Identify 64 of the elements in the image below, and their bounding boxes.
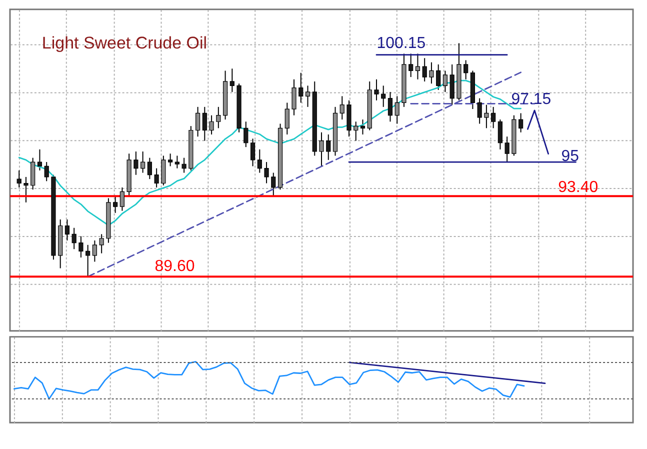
candlestick bbox=[491, 106, 496, 129]
candlestick bbox=[182, 157, 186, 174]
candlestick bbox=[147, 157, 152, 180]
candlestick bbox=[388, 91, 393, 122]
candlestick bbox=[168, 153, 173, 167]
candlestick bbox=[415, 53, 420, 80]
candlestick bbox=[284, 102, 290, 135]
candlestick bbox=[264, 162, 269, 184]
annotation: 95 bbox=[561, 148, 580, 166]
candlestick bbox=[161, 155, 166, 186]
candlestick bbox=[442, 70, 448, 92]
candlestick bbox=[44, 162, 49, 182]
candlestick bbox=[202, 106, 207, 142]
candlestick bbox=[30, 157, 36, 190]
candlestick bbox=[381, 85, 386, 108]
candlestick bbox=[484, 104, 489, 129]
candlestick bbox=[78, 236, 84, 258]
candlestick bbox=[298, 72, 304, 104]
candlestick bbox=[394, 96, 400, 124]
candlestick bbox=[195, 106, 200, 138]
candlestick bbox=[292, 78, 296, 116]
candlestick bbox=[477, 98, 482, 124]
candlestick bbox=[244, 121, 248, 148]
candlestick bbox=[72, 227, 76, 250]
chart-title: Light Sweet Crude Oil bbox=[42, 33, 207, 52]
candlestick bbox=[120, 186, 124, 212]
candlestick bbox=[319, 132, 324, 167]
candlestick bbox=[24, 176, 28, 203]
candlestick bbox=[37, 148, 42, 171]
candlestick bbox=[16, 170, 22, 188]
candlestick bbox=[92, 240, 97, 262]
candlestick bbox=[360, 119, 366, 135]
annotation: 93.40 bbox=[558, 179, 598, 196]
candlestick bbox=[429, 62, 434, 84]
candlestick bbox=[498, 119, 502, 150]
candlestick bbox=[271, 172, 276, 197]
candlestick bbox=[209, 114, 214, 135]
candlestick bbox=[154, 168, 159, 188]
annotation: 89.60 bbox=[154, 258, 195, 275]
candlestick bbox=[340, 96, 344, 120]
candlestick bbox=[408, 53, 414, 78]
candlestick bbox=[464, 60, 468, 80]
candlestick bbox=[86, 244, 90, 278]
candlestick bbox=[450, 64, 454, 106]
candlestick bbox=[374, 78, 379, 101]
candlestick bbox=[99, 234, 104, 254]
candlestick bbox=[230, 68, 234, 92]
annotation: 100.15 bbox=[376, 34, 426, 52]
candlestick bbox=[305, 85, 310, 108]
candlestick bbox=[518, 112, 524, 133]
candlestick bbox=[216, 106, 221, 129]
candlestick bbox=[174, 155, 180, 169]
candlestick bbox=[257, 148, 262, 174]
candlestick bbox=[250, 138, 256, 167]
candlestick bbox=[354, 121, 358, 142]
candlestick bbox=[134, 151, 138, 176]
candlestick bbox=[113, 196, 118, 214]
candlestick bbox=[64, 218, 70, 241]
candlestick bbox=[326, 134, 331, 160]
candlestick bbox=[422, 58, 427, 82]
candlestick bbox=[140, 151, 146, 174]
candlestick bbox=[504, 136, 510, 163]
candlestick bbox=[436, 64, 441, 90]
annotation: 97.15 bbox=[511, 91, 552, 108]
